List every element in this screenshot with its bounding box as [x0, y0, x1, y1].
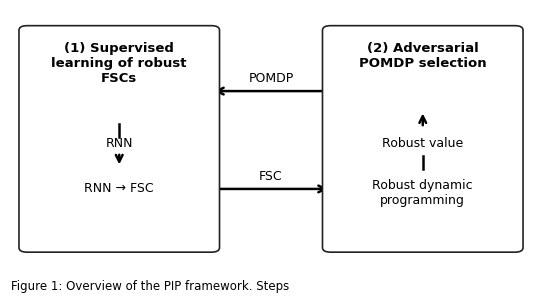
- Text: (1) Supervised
learning of robust
FSCs: (1) Supervised learning of robust FSCs: [51, 42, 187, 85]
- Text: POMDP: POMDP: [248, 72, 294, 85]
- FancyBboxPatch shape: [322, 26, 523, 252]
- FancyBboxPatch shape: [19, 26, 220, 252]
- Text: RNN: RNN: [106, 137, 133, 150]
- Text: (2) Adversarial
POMDP selection: (2) Adversarial POMDP selection: [359, 42, 487, 70]
- Text: RNN → FSC: RNN → FSC: [85, 182, 154, 195]
- Text: Figure 1: Overview of the PIP framework. Steps: Figure 1: Overview of the PIP framework.…: [11, 280, 289, 293]
- Text: FSC: FSC: [259, 170, 283, 183]
- Text: Robust value: Robust value: [382, 137, 463, 150]
- Text: Robust dynamic
programming: Robust dynamic programming: [372, 179, 473, 207]
